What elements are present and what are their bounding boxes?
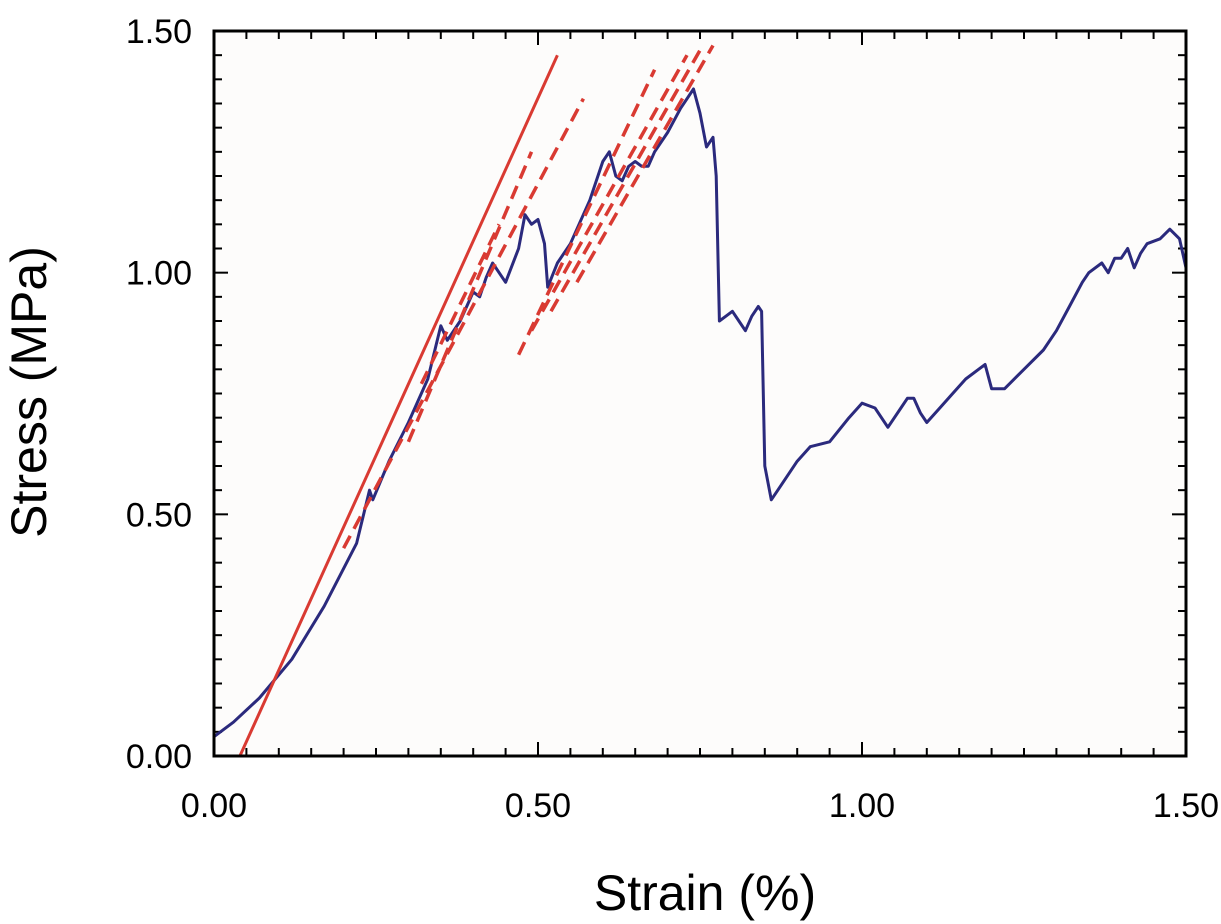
y-tick-label: 1.00	[126, 255, 192, 293]
dashed-fit-line	[575, 44, 715, 284]
y-tick-labels: 0.00 0.50 1.00 1.50	[126, 13, 192, 776]
dashed-fit-line	[529, 54, 689, 332]
axes-frame	[212, 29, 1188, 758]
series-layer	[213, 44, 1188, 757]
plot-background	[214, 31, 1186, 756]
y-tick-label: 1.50	[126, 13, 192, 51]
dashed-fit-line	[419, 223, 501, 385]
y-axis-title: Stress (MPa)	[1, 246, 57, 538]
dashed-fit-line	[549, 49, 702, 313]
solid-fit-line	[238, 54, 559, 757]
y-tick-label: 0.50	[126, 496, 192, 534]
x-tick-label: 0.00	[181, 787, 247, 825]
x-tick-label: 1.50	[1153, 787, 1219, 825]
dashed-fit-line	[517, 68, 657, 356]
plot-frame	[212, 29, 1188, 758]
dashed-fit-line	[406, 151, 534, 443]
x-tick-label: 0.50	[505, 787, 571, 825]
x-tick-label: 1.00	[829, 787, 895, 825]
dashed-fit-line	[342, 97, 585, 550]
x-axis-title: Strain (%)	[594, 865, 816, 921]
y-tick-label: 0.00	[126, 738, 192, 776]
plot-area	[214, 31, 1186, 756]
x-tick-labels: 0.00 0.50 1.00 1.50	[181, 787, 1219, 825]
